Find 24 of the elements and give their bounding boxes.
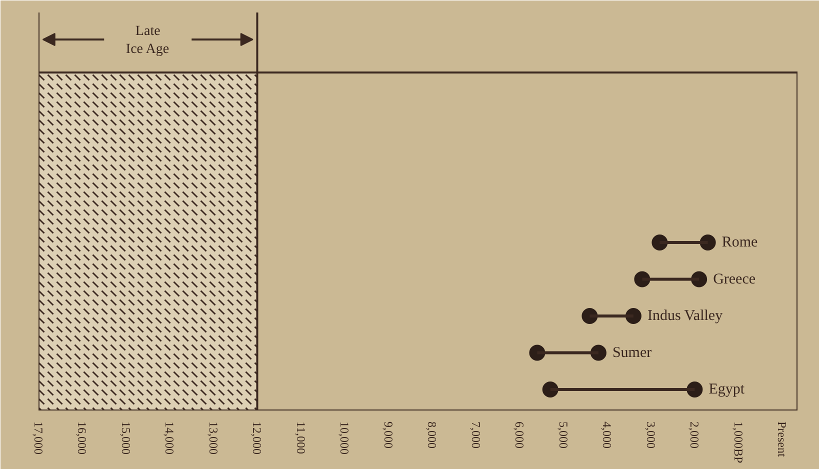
y-tick-label: Sumer: [612, 344, 652, 361]
x-tick-label: 9,000: [381, 422, 396, 448]
x-tick-label: 10,000: [338, 422, 352, 454]
band-label: Late Ice Age: [126, 24, 170, 57]
x-tick-label: 7,000: [468, 422, 483, 448]
y-tick-label: Greece: [713, 271, 756, 288]
x-tick-label: 12,000: [250, 422, 264, 454]
x-tick-label: 3,000: [644, 422, 658, 448]
x-tick-label: 15,000: [118, 422, 133, 454]
y-tick-label: Indus Valley: [647, 308, 724, 324]
x-tick-label: 8,000: [425, 422, 440, 448]
x-tick-label: 13,000: [206, 422, 220, 454]
x-tick-label: 1,000BP: [731, 422, 746, 464]
x-tick-label: 2,000: [688, 422, 702, 448]
y-tick-label: Rome: [722, 234, 758, 250]
y-tick-label: Egypt: [708, 382, 746, 398]
x-tick-label: 6,000: [512, 422, 527, 448]
x-tick-label: 16,000: [75, 422, 90, 454]
x-tick-label: 5,000: [556, 422, 570, 448]
x-tick-label: 4,000: [600, 422, 614, 448]
x-tick-label: Present: [775, 422, 790, 458]
x-tick-label: 17,000: [32, 422, 46, 454]
x-tick-label: 11,000: [294, 422, 308, 454]
x-tick-label: 14,000: [162, 422, 177, 454]
